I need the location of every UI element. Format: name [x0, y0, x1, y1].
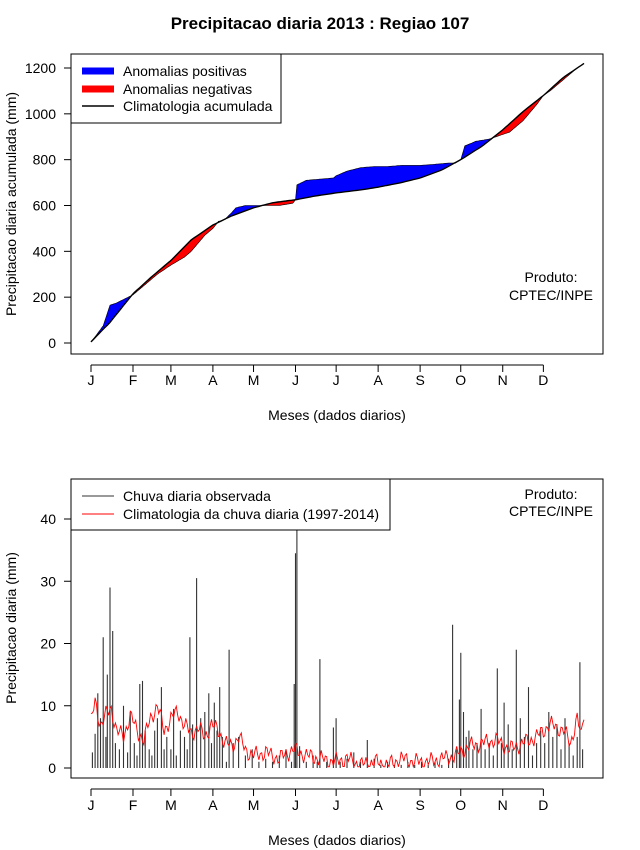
- y-tick-label-bottom-4: 40: [40, 511, 56, 527]
- observed-daily-bars: [91, 525, 584, 768]
- y-axis-label-bottom: Precipitacao diaria (mm): [3, 552, 19, 704]
- y-tick-label-top-0: 0: [48, 335, 56, 351]
- panel-daily: 0 10 20 30 40 J F M A M J J A S O N D Precipitacao diar…: [3, 478, 604, 848]
- legend-label-negative: Anomalias negativas: [123, 81, 252, 97]
- annotation-cptec-bottom: CPTEC/INPE: [509, 503, 593, 519]
- y-tick-label-bottom-1: 10: [40, 698, 56, 714]
- x-tick-label-bottom-5: J: [292, 797, 299, 813]
- x-tick-label-top-0: J: [88, 372, 95, 388]
- x-axis-label-bottom: Meses (dados diarios): [268, 832, 406, 848]
- x-tick-label-bottom-1: F: [129, 797, 138, 813]
- x-tick-label-top-7: A: [373, 372, 383, 388]
- y-tick-label-bottom-2: 20: [40, 636, 56, 652]
- y-tick-label-top-1: 200: [33, 289, 57, 305]
- x-tick-label-top-8: S: [415, 372, 424, 388]
- x-tick-label-top-1: F: [129, 372, 138, 388]
- x-tick-label-bottom-9: O: [455, 797, 466, 813]
- legend-label-climatology-daily: Climatologia da chuva diaria (1997-2014): [123, 506, 379, 522]
- panel-cumulative: 0 200 400 600 800 1000 1200 J F M A M J J A S O N D Preci…: [3, 53, 604, 423]
- y-tick-label-top-4: 800: [33, 152, 57, 168]
- y-tick-label-top-2: 400: [33, 243, 57, 259]
- x-tick-label-bottom-2: M: [165, 797, 177, 813]
- y-tick-label-top-3: 600: [33, 198, 57, 214]
- x-tick-label-top-10: N: [498, 372, 508, 388]
- x-tick-label-bottom-11: D: [538, 797, 548, 813]
- x-tick-label-top-9: O: [455, 372, 466, 388]
- annotation-cptec-top: CPTEC/INPE: [509, 287, 593, 303]
- x-tick-label-bottom-0: J: [88, 797, 95, 813]
- negative-anomaly-area-1: [131, 220, 219, 296]
- x-tick-label-top-2: M: [165, 372, 177, 388]
- x-tick-label-bottom-6: J: [333, 797, 340, 813]
- climatology-cumulative-line: [90, 62, 585, 343]
- y-tick-label-top-6: 1200: [25, 60, 56, 76]
- y-tick-label-top-5: 1000: [25, 106, 56, 122]
- x-tick-label-top-3: A: [208, 372, 218, 388]
- x-axis-label-top: Meses (dados diarios): [268, 407, 406, 423]
- x-tick-label-bottom-10: N: [498, 797, 508, 813]
- annotation-produto-bottom: Produto:: [525, 486, 578, 502]
- x-tick-label-top-5: J: [292, 372, 299, 388]
- x-tick-label-top-4: M: [248, 372, 260, 388]
- x-tick-label-bottom-4: M: [248, 797, 260, 813]
- legend-label-climatology: Climatologia acumulada: [123, 98, 273, 114]
- chart-main-title: Precipitacao diaria 2013 : Regiao 107: [170, 14, 470, 33]
- x-tick-label-bottom-7: A: [373, 797, 383, 813]
- annotation-produto-top: Produto:: [525, 269, 578, 285]
- climatology-daily-line: [90, 697, 585, 769]
- y-tick-label-bottom-0: 0: [48, 760, 56, 776]
- x-tick-label-bottom-3: A: [208, 797, 218, 813]
- y-axis-bottom: 0 10 20 30 40: [40, 511, 72, 776]
- legend-top: Anomalias positivas Anomalias negativas …: [70, 53, 282, 124]
- x-tick-label-bottom-8: S: [415, 797, 424, 813]
- x-tick-label-top-11: D: [538, 372, 548, 388]
- legend-box-bottom: [70, 478, 391, 531]
- y-axis-label-top: Precipitacao diaria acumulada (mm): [3, 92, 19, 316]
- legend-label-positive: Anomalias positivas: [123, 63, 247, 79]
- y-axis-top: 0 200 400 600 800 1000 1200: [25, 60, 72, 351]
- legend-label-observed: Chuva diaria observada: [123, 488, 271, 504]
- y-tick-label-bottom-3: 30: [40, 573, 56, 589]
- x-tick-label-top-6: J: [333, 372, 340, 388]
- positive-anomaly-area-6: [295, 162, 456, 201]
- legend-bottom: Chuva diaria observada Climatologia da c…: [70, 478, 391, 531]
